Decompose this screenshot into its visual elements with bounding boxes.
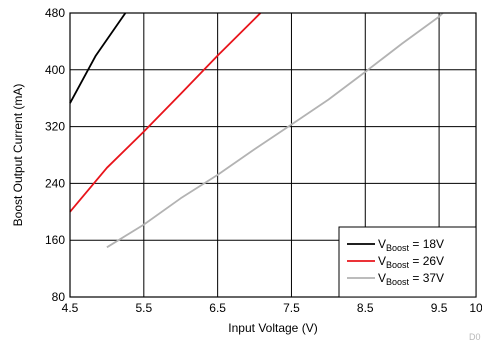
y-tick-label: 400: [45, 63, 65, 77]
x-axis-label: Input Voltage (V): [228, 321, 317, 335]
y-tick-label: 240: [45, 176, 65, 190]
y-tick-label: 80: [52, 290, 66, 304]
x-tick-label: 5.5: [135, 301, 152, 315]
series-line-2: [69, 12, 262, 213]
y-tick-label: 160: [45, 233, 65, 247]
series-line-1: [69, 12, 127, 104]
plot-frame: [69, 12, 477, 298]
legend-label-2: VBoost = 26V: [378, 254, 444, 270]
legend-label-1: VBoost = 18V: [378, 237, 444, 253]
series-line-3: [106, 12, 444, 249]
x-tick-label: 6.5: [209, 301, 226, 315]
tick-labels: 4.5 5.5 6.5 7.5 8.5 9.5 10 80 160 240 320 400 480: [45, 6, 482, 315]
legend-box: [338, 226, 477, 298]
y-axis-label: Boost Output Current (mA): [11, 84, 25, 227]
series-lines: [69, 12, 444, 249]
corner-label: D0: [469, 332, 481, 341]
x-tick-label: 10: [469, 301, 482, 315]
y-tick-label: 320: [45, 120, 65, 134]
x-tick-label: 9.5: [431, 301, 448, 315]
x-tick-label: 7.5: [283, 301, 300, 315]
x-tick-label: 4.5: [62, 301, 79, 315]
legend-label-3: VBoost = 37V: [378, 271, 444, 287]
y-tick-label: 480: [45, 6, 65, 20]
x-tick-label: 8.5: [357, 301, 374, 315]
